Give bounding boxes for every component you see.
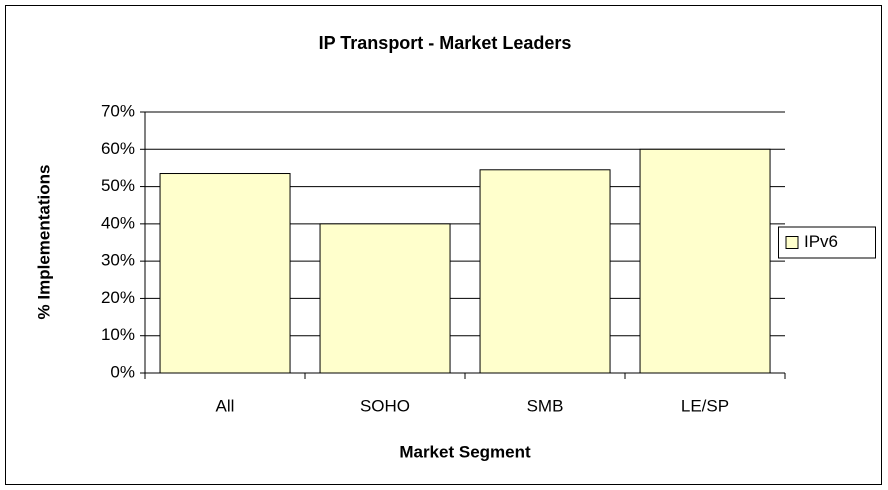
y-tick-label: 40% [101, 213, 135, 232]
y-axis-label: % Implementations [34, 165, 53, 320]
bar [639, 148, 771, 374]
x-tick-label: SOHO [360, 396, 410, 415]
y-tick-label: 50% [101, 176, 135, 195]
legend-box [778, 226, 876, 259]
y-tick-label: 30% [101, 251, 135, 270]
x-tick-label: SMB [527, 396, 564, 415]
y-tick-label: 0% [110, 362, 135, 381]
y-tick-label: 60% [101, 139, 135, 158]
x-tick-label: LE/SP [681, 396, 729, 415]
x-tick-label: All [216, 396, 235, 415]
legend-label: IPv6 [804, 232, 838, 251]
chart-title: IP Transport - Market Leaders [319, 33, 572, 53]
y-tick-label: 70% [101, 101, 135, 120]
y-tick-label: 10% [101, 325, 135, 344]
bar [159, 173, 291, 374]
bar [479, 169, 611, 374]
bar [319, 223, 451, 374]
y-tick-label: 20% [101, 288, 135, 307]
x-axis-label: Market Segment [399, 442, 531, 461]
legend-swatch [785, 236, 799, 249]
